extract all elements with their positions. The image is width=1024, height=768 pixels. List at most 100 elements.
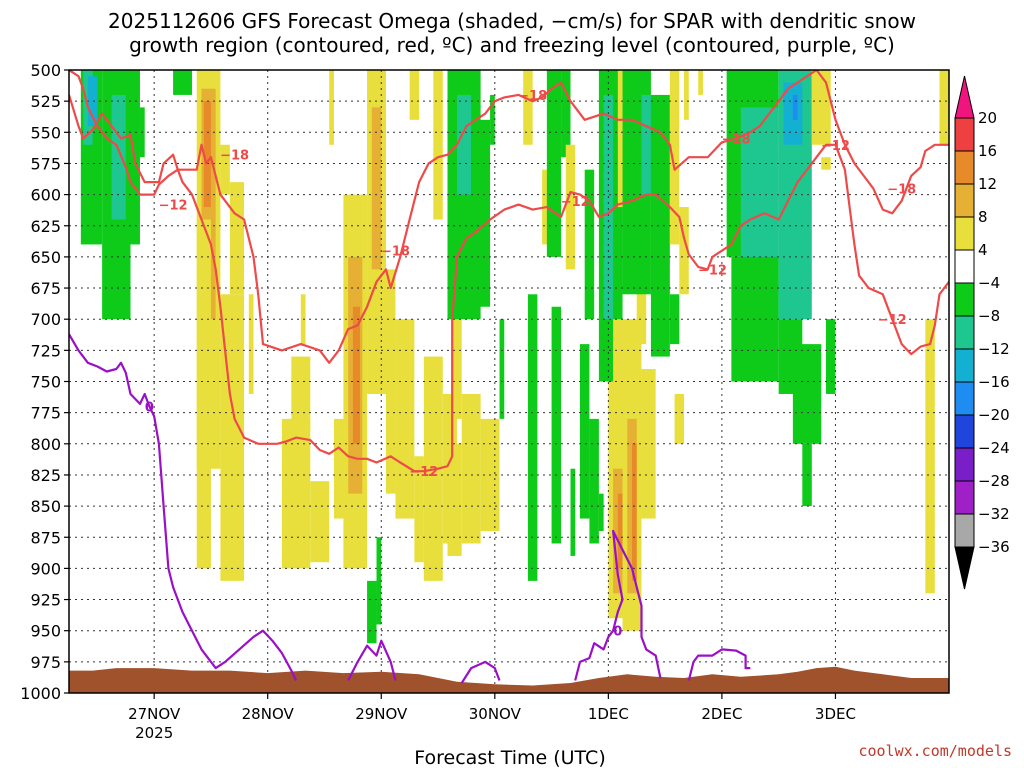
omega-cell-44 [499,319,505,419]
omega-cell-54 [589,418,599,544]
chart-title-line1: 2025112606 GFS Forecast Omega (shaded, −… [108,9,916,33]
colorbar-swatch-3 [954,183,975,218]
omega-cell-36 [433,70,443,220]
colorbar-swatch-6 [954,282,975,317]
omega-cell-91 [939,70,949,145]
omega-cell-73 [674,393,685,444]
omega-cell-84 [792,94,798,120]
colorbar-label-3: 8 [978,208,988,226]
terrain-fill [69,666,949,693]
omega-cell-27 [367,580,377,644]
y-tick-label-925: 925 [30,591,61,610]
colorbar-label-9: −20 [978,406,1010,424]
omega-cell-32 [409,70,420,120]
y-tick-label-650: 650 [30,248,61,267]
y-tick-label-1000: 1000 [20,684,61,703]
omega-cell-48 [546,70,562,257]
omega-cell-76 [684,70,689,120]
y-tick-label-950: 950 [30,622,61,641]
x-tick-label-3DEC: 3DEC [815,705,856,723]
y-tick-label-500: 500 [30,61,61,80]
y-tick-label-525: 525 [30,92,61,111]
colorbar-swatch-2 [954,150,975,185]
dgz-contour-label-2: −18 [381,245,410,260]
colorbar-label-11: −28 [978,472,1010,490]
y-tick-label-675: 675 [30,279,61,298]
omega-cell-26 [371,107,382,270]
omega-cell-11 [196,219,211,569]
colorbar-swatch-4 [954,216,975,251]
dgz-upper-contour [69,70,818,364]
y-tick-label-850: 850 [30,497,61,516]
colorbar-swatch-1 [954,117,975,152]
colorbar-label-0: 20 [978,109,997,127]
dgz-contour-label-5: −12 [561,195,590,210]
dgz-contour-label-6: −12 [698,263,727,278]
omega-cell-28 [376,537,382,625]
x-tick-label-28NOV: 28NOV [242,705,295,723]
contour-labels: −18 −12 −18 −12 −18 −12 −12 −18 −12 −18 −12 0 0 [145,89,916,640]
omega-cell-52 [570,468,576,556]
colorbar-swatch-13 [954,513,975,548]
y-tick-label-800: 800 [30,435,61,454]
freezing-level-1dec [574,529,662,681]
y-tick-label-600: 600 [30,186,61,205]
colorbar-label-6: −8 [978,307,1000,325]
credit-text: coolwx.com/models [858,742,1012,760]
dgz-contour-label-0: −18 [220,149,249,164]
y-tick-label-550: 550 [30,123,61,142]
colorbar-label-5: −4 [978,274,1000,292]
omega-cell-50 [565,144,576,270]
x-tick-label-29NOV: 29NOV [355,705,408,723]
freezing-level-left [69,333,298,681]
omega-cell-77 [698,70,703,95]
omega-cell-14 [220,144,230,195]
dgz-contour-label-8: −12 [821,139,850,154]
omega-cell-30 [395,319,415,519]
colorbar-swatch-10 [954,414,975,449]
omega-cell-60 [617,70,628,208]
freezing-level-2dec [687,648,751,681]
dgz-lower-contour [69,70,949,473]
omega-cell-17 [291,356,311,432]
colorbar-swatch-9 [954,381,975,416]
omega-shading [80,70,949,644]
dgz-contour-label-9: −18 [887,182,916,197]
omega-cell-70 [641,94,651,195]
omega-cell-75 [679,207,689,295]
x-tick-year-label: 2025 [135,724,173,742]
omega-cell-46 [527,294,538,581]
omega-cell-24 [333,418,349,519]
omega-cell-63 [617,493,623,569]
omega-cell-4 [111,94,126,220]
omega-cell-71 [650,94,670,357]
omega-cell-15 [248,294,254,394]
omega-cell-87 [811,70,831,145]
colorbar-label-8: −16 [978,373,1010,391]
y-tick-label-750: 750 [30,373,61,392]
colorbar-swatch-5 [954,249,975,284]
colorbar-label-13: −36 [978,538,1010,556]
contour-lines [69,70,949,684]
omega-cell-53 [579,344,590,519]
omega-cell-42 [471,119,491,307]
dgz-contour-label-4: −18 [518,89,547,104]
colorbar-swatch-7 [954,315,975,350]
colorbar-label-7: −12 [978,340,1010,358]
y-tick-label-775: 775 [30,404,61,423]
freezing-contour-label-1: 0 [613,625,622,640]
dgz-contour-label-1: −12 [159,199,188,214]
omega-cell-43 [490,94,495,145]
colorbar-bottom-arrow [954,546,975,590]
colorbar-label-1: 16 [978,142,997,160]
colorbar-swatch-12 [954,480,975,515]
dgz-contour-label-10: −12 [878,313,907,328]
x-tick-label-2DEC: 2DEC [701,705,742,723]
dgz-contour-label-3: −12 [409,465,438,480]
omega-cell-90 [825,319,836,394]
omega-cell-55 [598,493,604,532]
omega-cell-37 [452,244,462,419]
colorbar-label-12: −32 [978,505,1010,523]
